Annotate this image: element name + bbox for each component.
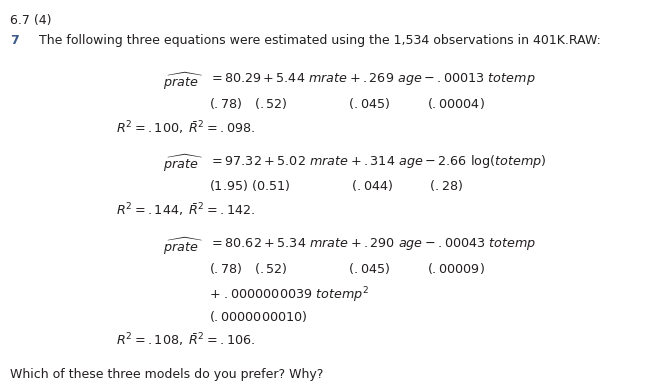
Text: 6.7 (4): 6.7 (4)	[10, 14, 51, 27]
Text: $= 80.29 + 5.44\ \mathit{mrate} + .269\ \mathit{age} - .00013\ \mathit{totemp}$: $= 80.29 + 5.44\ \mathit{mrate} + .269\ …	[209, 71, 536, 87]
Text: $= 97.32 + 5.02\ \mathit{mrate} + .314\ \mathit{age} - 2.66\ \log(\mathit{totemp: $= 97.32 + 5.02\ \mathit{mrate} + .314\ …	[209, 153, 547, 170]
Text: $\widehat{\mathit{prate}}$: $\widehat{\mathit{prate}}$	[163, 153, 203, 174]
Text: $R^2 = .100,\ \bar{R}^2 = .098.$: $R^2 = .100,\ \bar{R}^2 = .098.$	[116, 120, 255, 137]
Text: $R^2 = .108,\ \bar{R}^2 = .106.$: $R^2 = .108,\ \bar{R}^2 = .106.$	[116, 332, 255, 349]
Text: $R^2 = .144,\ \bar{R}^2 = .142.$: $R^2 = .144,\ \bar{R}^2 = .142.$	[116, 202, 255, 219]
Text: 7: 7	[10, 34, 19, 47]
Text: The following three equations were estimated using the 1,534 observations in 401: The following three equations were estim…	[39, 34, 600, 47]
Text: $\widehat{\mathit{prate}}$: $\widehat{\mathit{prate}}$	[163, 236, 203, 257]
Text: $\widehat{\mathit{prate}}$: $\widehat{\mathit{prate}}$	[163, 71, 203, 92]
Text: Which of these three models do you prefer? Why?: Which of these three models do you prefe…	[10, 368, 323, 381]
Text: $(.0000000010)$: $(.0000000010)$	[209, 309, 308, 323]
Text: $+\ .0000000039\ \mathit{totemp}^2$: $+\ .0000000039\ \mathit{totemp}^2$	[209, 285, 370, 305]
Text: $(.78)\ \ \ (.52) \qquad\qquad\quad (.045) \qquad\quad (.00004)$: $(.78)\ \ \ (.52) \qquad\qquad\quad (.04…	[209, 96, 485, 111]
Text: $(1.95)\ (0.51) \qquad\qquad\quad (.044) \qquad\quad (.28)$: $(1.95)\ (0.51) \qquad\qquad\quad (.044)…	[209, 178, 464, 193]
Text: $= 80.62 + 5.34\ \mathit{mrate} + .290\ \mathit{age} - .00043\ \mathit{totemp}$: $= 80.62 + 5.34\ \mathit{mrate} + .290\ …	[209, 236, 537, 252]
Text: $(.78)\ \ \ (.52) \qquad\qquad\quad (.045) \qquad\quad (.00009)$: $(.78)\ \ \ (.52) \qquad\qquad\quad (.04…	[209, 261, 485, 276]
